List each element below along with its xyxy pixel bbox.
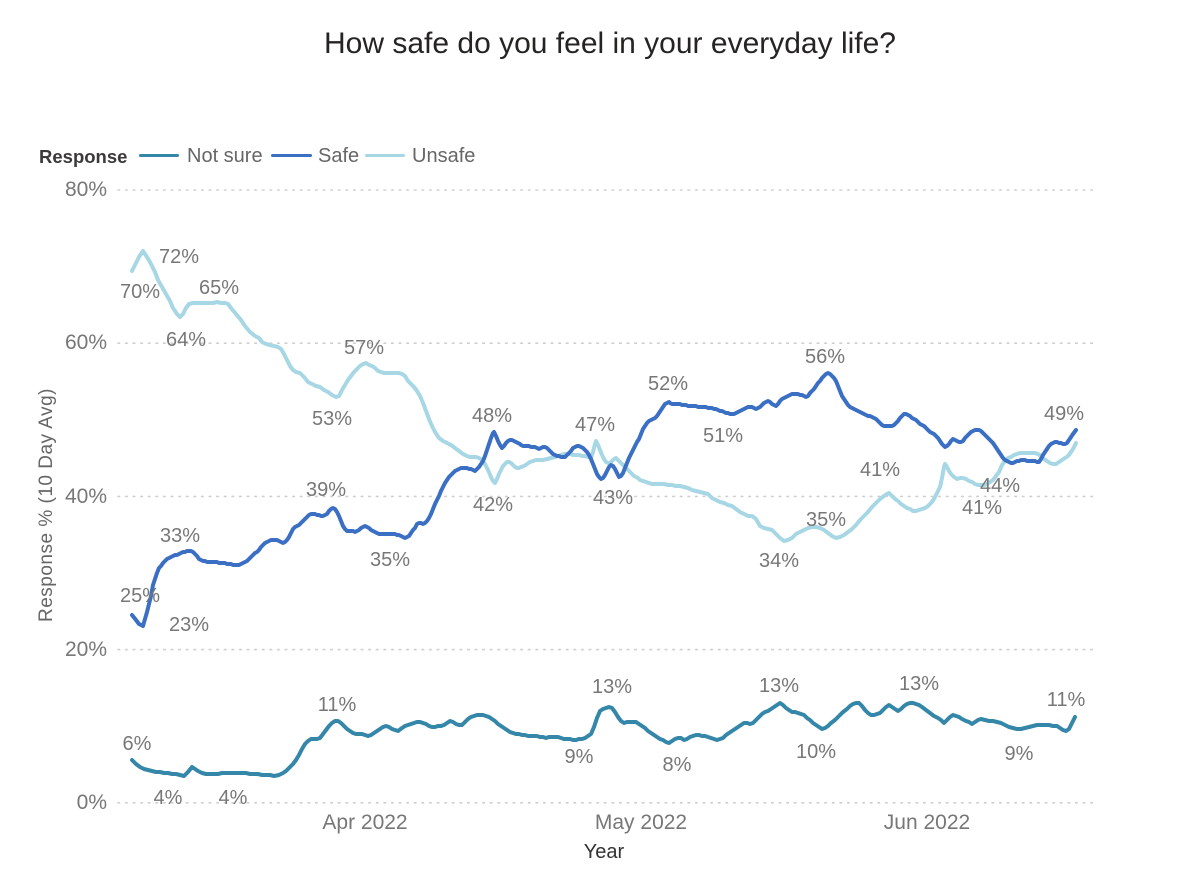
svg-text:9%: 9% — [1005, 743, 1034, 765]
svg-text:42%: 42% — [473, 494, 513, 516]
svg-text:13%: 13% — [759, 675, 799, 697]
svg-text:34%: 34% — [759, 550, 799, 572]
svg-text:6%: 6% — [123, 733, 152, 755]
svg-text:52%: 52% — [648, 373, 688, 395]
svg-text:8%: 8% — [663, 754, 692, 776]
svg-text:41%: 41% — [962, 497, 1002, 519]
svg-text:10%: 10% — [796, 741, 836, 763]
svg-text:4%: 4% — [154, 787, 183, 809]
svg-text:35%: 35% — [370, 549, 410, 571]
svg-text:25%: 25% — [120, 585, 160, 607]
svg-text:41%: 41% — [860, 459, 900, 481]
svg-text:44%: 44% — [980, 475, 1020, 497]
svg-text:64%: 64% — [166, 329, 206, 351]
svg-text:65%: 65% — [199, 277, 239, 299]
svg-text:4%: 4% — [219, 787, 248, 809]
svg-text:49%: 49% — [1044, 403, 1084, 425]
svg-text:13%: 13% — [899, 673, 939, 695]
svg-text:35%: 35% — [806, 509, 846, 531]
svg-text:47%: 47% — [575, 414, 615, 436]
svg-text:11%: 11% — [318, 694, 357, 716]
svg-text:33%: 33% — [160, 525, 200, 547]
svg-text:56%: 56% — [805, 346, 845, 368]
svg-text:39%: 39% — [306, 479, 346, 501]
svg-text:51%: 51% — [703, 425, 743, 447]
svg-text:70%: 70% — [120, 281, 160, 303]
svg-text:13%: 13% — [592, 676, 632, 698]
svg-text:53%: 53% — [312, 408, 352, 430]
svg-text:9%: 9% — [565, 746, 594, 768]
svg-text:57%: 57% — [344, 337, 384, 359]
svg-text:11%: 11% — [1047, 689, 1086, 711]
svg-text:72%: 72% — [159, 246, 199, 268]
svg-text:43%: 43% — [593, 487, 633, 509]
svg-text:23%: 23% — [169, 614, 209, 636]
svg-text:48%: 48% — [472, 405, 512, 427]
